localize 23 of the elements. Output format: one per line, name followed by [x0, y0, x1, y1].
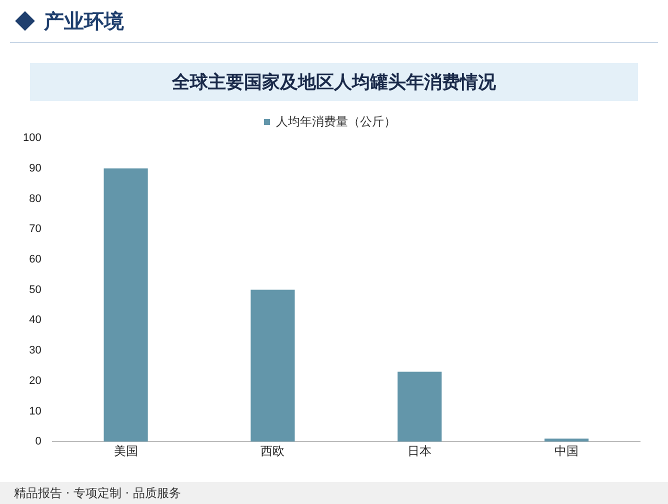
y-tick-label: 0 [35, 436, 42, 448]
y-tick-label: 80 [29, 192, 42, 205]
y-tick-label: 30 [29, 344, 42, 357]
text: 精品报告 · 专项定制 · 品质服务 [0, 482, 668, 504]
y-tick-label: 40 [29, 314, 42, 326]
bar [398, 372, 442, 442]
y-tick-label: 10 [29, 405, 42, 418]
x-tick-label: 中国 [554, 444, 579, 458]
x-tick-label: 西欧 [260, 444, 285, 458]
y-tick-label: 20 [29, 374, 42, 387]
text: 产业环境 [44, 8, 124, 34]
bar [104, 168, 148, 442]
x-tick-label: 日本 [408, 444, 432, 458]
y-tick-label: 70 [29, 223, 42, 236]
y-tick-label: 100 [22, 132, 42, 144]
legend-label: 人均年消费量（公斤） [276, 114, 396, 128]
chart-title: 全球主要国家及地区人均罐头年消费情况 [30, 63, 638, 101]
x-tick-label: 美国 [114, 444, 138, 458]
y-tick-label: 60 [29, 253, 42, 266]
bar [544, 438, 589, 442]
bar [250, 290, 295, 442]
y-tick-label: 50 [29, 284, 42, 296]
y-tick-label: 90 [29, 162, 42, 174]
